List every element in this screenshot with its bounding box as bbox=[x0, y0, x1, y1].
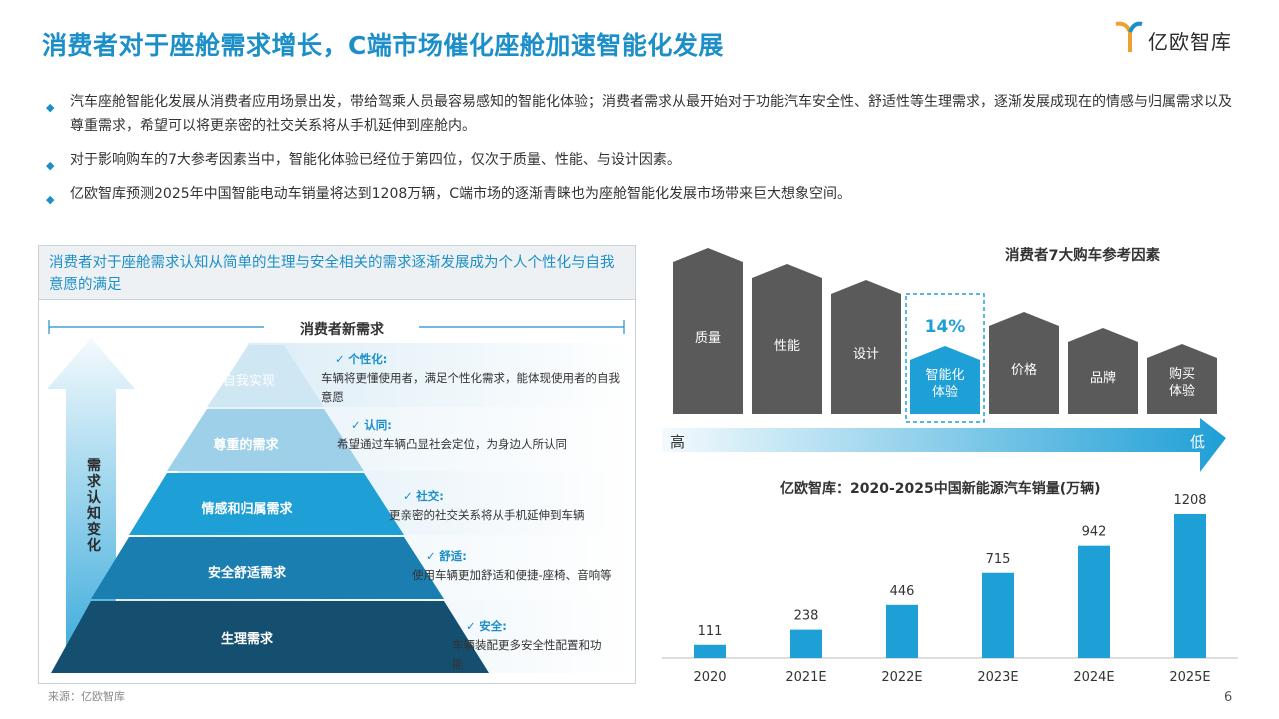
bar bbox=[982, 572, 1014, 658]
need-body: 希望通过车辆凸显社会定位，为身边人所认同 bbox=[337, 437, 567, 451]
check-icon: ✓ bbox=[351, 418, 361, 432]
need-body: 车辆装配更多安全性配置和功能 bbox=[452, 638, 602, 671]
pyramid-tier-1 bbox=[207, 345, 324, 407]
need-body: 使用车辆更加舒适和便捷-座椅、音响等 bbox=[412, 568, 612, 582]
factor-label: 价格 bbox=[1011, 362, 1037, 378]
diamond-icon: ◆ bbox=[46, 101, 55, 114]
tier-label-2: 尊重的需求 bbox=[213, 437, 279, 453]
highlight-value: 14% bbox=[925, 317, 966, 337]
x-tick-label: 2025E bbox=[1169, 670, 1210, 685]
tier-label-3: 情感和归属需求 bbox=[201, 501, 293, 517]
chart-title: 亿欧智库：2020-2025中国新能源汽车销量(万辆) bbox=[780, 481, 1101, 497]
factor-house bbox=[831, 280, 901, 414]
page-title: 消费者对于座舱需求增长，C端市场催化座舱加速智能化发展 bbox=[42, 31, 724, 60]
bar-value-label: 446 bbox=[890, 584, 915, 599]
factor-label: 设计 bbox=[853, 347, 879, 362]
pyramid-tier-2 bbox=[167, 409, 364, 471]
x-tick-label: 2023E bbox=[977, 670, 1018, 685]
factor-label: 质量 bbox=[695, 331, 721, 346]
check-icon: ✓ bbox=[403, 489, 413, 503]
factors-title: 消费者7大购车参考因素 bbox=[1005, 248, 1161, 264]
bullet-text: 亿欧智库预测2025年中国智能电动车销量将达到1208万辆，C端市场的逐渐青睐也… bbox=[70, 186, 852, 202]
need-head: 认同: bbox=[364, 418, 392, 432]
bullet-list: ◆ 汽车座舱智能化发展从消费者应用场景出发，带给驾乘人员最容易感知的智能化体验；消… bbox=[42, 90, 1242, 216]
factor-label: 购买体验 bbox=[1169, 366, 1195, 399]
bar-value-label: 715 bbox=[986, 552, 1011, 567]
factor-label: 智能化体验 bbox=[925, 368, 964, 400]
bullet-item: ◆ 汽车座舱智能化发展从消费者应用场景出发，带给驾乘人员最容易感知的智能化体验；消… bbox=[42, 90, 1242, 138]
need-desc-1: ✓ 个性化: 车辆将更懂使用者，满足个性化需求，能体现使用者的自我意愿 bbox=[321, 350, 621, 407]
needs-panel-header: 消费者对于座舱需求认知从简单的生理与安全相关的需求逐渐发展成为个人个性化与自我意… bbox=[39, 246, 635, 300]
need-body: 车辆将更懂使用者，满足个性化需求，能体现使用者的自我意愿 bbox=[321, 371, 620, 404]
bar bbox=[1078, 545, 1110, 658]
need-desc-3: ✓ 社交: 更亲密的社交关系将从手机延伸到车辆 bbox=[389, 487, 619, 525]
bullet-text: 对于影响购车的7大参考因素当中，智能化体验已经位于第四位，仅次于质量、性能、与设… bbox=[70, 152, 681, 168]
need-head: 社交: bbox=[416, 489, 444, 503]
sales-bar-chart: 111 2020 238 2021E 446 2022E 715 2023E 942 2024E 1… bbox=[662, 493, 1238, 685]
bullet-item: ◆ 对于影响购车的7大参考因素当中，智能化体验已经位于第四位，仅次于质量、性能、与… bbox=[42, 148, 1242, 172]
logo: 亿欧智库 bbox=[1112, 18, 1252, 58]
x-tick-label: 2021E bbox=[785, 670, 826, 685]
tier-label-1: 自我实现 bbox=[223, 374, 275, 389]
needs-panel: 消费者对于座舱需求认知从简单的生理与安全相关的需求逐渐发展成为个人个性化与自我意… bbox=[38, 245, 636, 684]
page-number: 6 bbox=[1224, 690, 1233, 705]
logo-mark-icon bbox=[1115, 21, 1143, 52]
factor-label: 品牌 bbox=[1090, 370, 1116, 386]
tier-label-4: 安全舒适需求 bbox=[208, 565, 287, 581]
x-tick-label: 2022E bbox=[881, 670, 922, 685]
factor-house bbox=[910, 346, 980, 414]
bullet-text: 汽车座舱智能化发展从消费者应用场景出发，带给驾乘人员最容易感知的智能化体验；消费… bbox=[70, 94, 1232, 134]
factor-label: 性能 bbox=[774, 339, 800, 354]
scale-arrow-icon bbox=[662, 418, 1226, 472]
check-icon: ✓ bbox=[466, 619, 476, 633]
bar bbox=[1174, 513, 1206, 658]
need-head: 安全: bbox=[479, 619, 507, 633]
factor-house bbox=[1068, 328, 1138, 414]
check-icon: ✓ bbox=[335, 352, 345, 366]
x-tick-label: 2024E bbox=[1073, 670, 1114, 685]
diamond-icon: ◆ bbox=[46, 159, 55, 172]
band-1 bbox=[209, 343, 635, 407]
bar bbox=[694, 644, 726, 658]
needs-pyramid-diagram: 自我实现 尊重的需求 情感和归属需求 安全舒适需求 生理需求 bbox=[47, 320, 635, 673]
pyramid-tier-3 bbox=[129, 473, 404, 535]
scale-high-label: 高 bbox=[670, 433, 685, 451]
factor-house bbox=[1147, 344, 1217, 414]
need-desc-4: ✓ 舒适: 使用车辆更加舒适和便捷-座椅、音响等 bbox=[412, 547, 612, 585]
bar-value-label: 942 bbox=[1082, 525, 1107, 540]
diamond-icon: ◆ bbox=[46, 193, 55, 206]
highlight-frame bbox=[905, 293, 985, 423]
bar bbox=[886, 604, 918, 658]
source-note: 来源：亿欧智库 bbox=[48, 690, 125, 703]
need-body: 更亲密的社交关系将从手机延伸到车辆 bbox=[389, 508, 585, 522]
need-head: 舒适: bbox=[439, 549, 467, 563]
factor-house bbox=[989, 312, 1059, 414]
check-icon: ✓ bbox=[426, 549, 436, 563]
factor-house bbox=[673, 248, 743, 414]
arrow-label: 需求认知变化 bbox=[87, 458, 101, 554]
bar-value-label: 238 bbox=[794, 609, 819, 624]
pyramid-tier-4 bbox=[91, 537, 444, 599]
tier-label-5: 生理需求 bbox=[221, 631, 274, 647]
new-needs-label: 消费者新需求 bbox=[267, 319, 417, 339]
x-tick-label: 2020 bbox=[693, 670, 726, 685]
pyramid-tier-5 bbox=[51, 601, 489, 673]
need-desc-5: ✓ 安全: 车辆装配更多安全性配置和功能 bbox=[452, 617, 612, 674]
bar bbox=[790, 629, 822, 658]
need-head: 个性化: bbox=[348, 352, 388, 366]
bar-value-label: 1208 bbox=[1173, 493, 1206, 508]
bullet-item: ◆ 亿欧智库预测2025年中国智能电动车销量将达到1208万辆，C端市场的逐渐青睐… bbox=[42, 182, 1242, 206]
factor-house bbox=[752, 264, 822, 414]
logo-text: 亿欧智库 bbox=[1148, 30, 1232, 54]
scale-low-label: 低 bbox=[1190, 433, 1205, 451]
bar-value-label: 111 bbox=[698, 624, 723, 639]
need-desc-2: ✓ 认同: 希望通过车辆凸显社会定位，为身边人所认同 bbox=[337, 416, 601, 454]
